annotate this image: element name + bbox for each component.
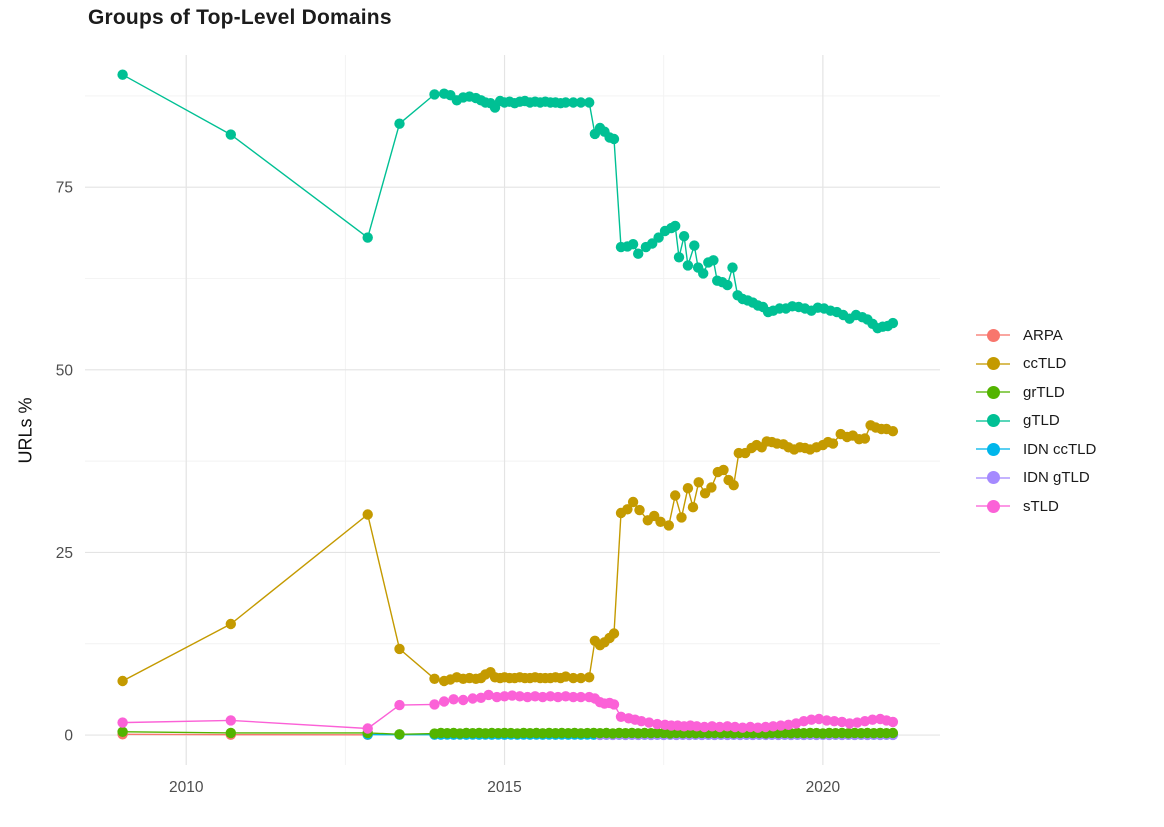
legend-item-cctld: ccTLD <box>976 350 1096 379</box>
series-cctld <box>117 420 899 687</box>
legend-key-icon <box>976 385 1010 399</box>
series-grtld <box>117 726 899 740</box>
x-tick-label: 2020 <box>806 779 841 796</box>
legend-label: sTLD <box>1023 497 1059 515</box>
legend-key-icon <box>976 499 1010 513</box>
gridlines-major <box>85 55 940 765</box>
legend: ARPA ccTLD grTLD gTLD IDN ccTLD IDN gTLD sTLD <box>976 321 1096 521</box>
x-tick-label: 2010 <box>169 779 204 796</box>
legend-key-icon <box>976 357 1010 371</box>
gridlines-minor <box>85 55 940 765</box>
legend-item-arpa: ARPA <box>976 321 1096 350</box>
legend-item-idn-cctld: IDN ccTLD <box>976 435 1096 464</box>
y-axis-label: URLs % <box>15 397 36 464</box>
legend-key-icon <box>976 471 1010 485</box>
legend-item-stld: sTLD <box>976 492 1096 521</box>
legend-item-idn-gtld: IDN gTLD <box>976 464 1096 493</box>
series-stld <box>117 689 899 734</box>
legend-label: ARPA <box>1023 326 1063 344</box>
y-axis-tick-labels: 0 25 50 75 <box>56 180 74 745</box>
legend-label: grTLD <box>1023 383 1065 401</box>
legend-key-icon <box>976 442 1010 456</box>
x-axis-tick-labels: 2010 2015 2020 <box>169 779 840 796</box>
legend-key-icon <box>976 328 1010 342</box>
legend-item-gtld: gTLD <box>976 407 1096 436</box>
legend-label: IDN gTLD <box>1023 469 1090 487</box>
legend-key-icon <box>976 414 1010 428</box>
y-tick-label: 25 <box>56 545 73 562</box>
x-tick-label: 2015 <box>487 779 521 796</box>
legend-label: ccTLD <box>1023 355 1067 373</box>
series-arpa <box>117 729 373 740</box>
y-tick-label: 50 <box>56 362 74 379</box>
y-tick-label: 0 <box>64 728 73 745</box>
series-gtld <box>117 69 899 334</box>
legend-item-grtld: grTLD <box>976 378 1096 407</box>
y-tick-label: 75 <box>56 180 73 197</box>
legend-label: gTLD <box>1023 412 1060 430</box>
legend-label: IDN ccTLD <box>1023 440 1097 458</box>
chart-title: Groups of Top-Level Domains <box>88 6 392 29</box>
